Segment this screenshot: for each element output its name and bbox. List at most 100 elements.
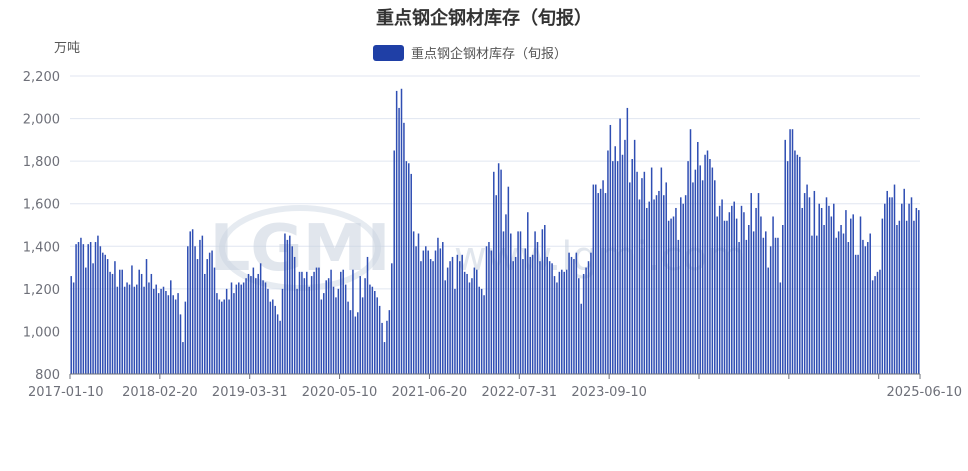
bar[interactable] bbox=[556, 282, 558, 374]
bar[interactable] bbox=[233, 293, 235, 374]
bar[interactable] bbox=[633, 139, 636, 374]
bar[interactable] bbox=[820, 207, 823, 374]
bar[interactable] bbox=[684, 195, 687, 374]
bar[interactable] bbox=[565, 269, 568, 374]
bar[interactable] bbox=[196, 259, 199, 374]
bar[interactable] bbox=[106, 259, 109, 374]
bar[interactable] bbox=[701, 180, 704, 374]
bar[interactable] bbox=[522, 259, 524, 374]
bar[interactable] bbox=[830, 216, 833, 374]
bar[interactable] bbox=[473, 267, 476, 374]
bar[interactable] bbox=[247, 273, 250, 374]
bar[interactable] bbox=[578, 278, 580, 374]
bar[interactable] bbox=[629, 182, 631, 374]
bar[interactable] bbox=[748, 225, 750, 374]
bar[interactable] bbox=[303, 278, 306, 374]
bar[interactable] bbox=[752, 231, 755, 374]
bar[interactable] bbox=[466, 273, 468, 374]
bar[interactable] bbox=[136, 284, 138, 374]
bar[interactable] bbox=[711, 167, 714, 374]
bar[interactable] bbox=[364, 278, 366, 374]
bar[interactable] bbox=[626, 107, 629, 375]
bar[interactable] bbox=[636, 171, 638, 374]
bar[interactable] bbox=[425, 246, 427, 374]
bar[interactable] bbox=[485, 246, 488, 374]
bar[interactable] bbox=[293, 256, 296, 374]
bar[interactable] bbox=[245, 278, 247, 374]
bar[interactable] bbox=[638, 199, 641, 374]
bar[interactable] bbox=[451, 256, 454, 374]
bar[interactable] bbox=[347, 301, 349, 374]
bar[interactable] bbox=[616, 161, 619, 374]
bar[interactable] bbox=[70, 276, 72, 374]
bar[interactable] bbox=[495, 195, 497, 374]
bar[interactable] bbox=[242, 282, 245, 374]
bar[interactable] bbox=[211, 250, 213, 374]
bar[interactable] bbox=[240, 284, 242, 374]
bar[interactable] bbox=[131, 265, 133, 374]
bar[interactable] bbox=[483, 295, 485, 374]
bar[interactable] bbox=[191, 229, 194, 374]
bar[interactable] bbox=[281, 288, 284, 374]
bar[interactable] bbox=[544, 225, 546, 374]
bar[interactable] bbox=[585, 267, 587, 374]
bar[interactable] bbox=[238, 282, 240, 374]
bar[interactable] bbox=[315, 267, 318, 374]
bar[interactable] bbox=[682, 203, 684, 374]
bar[interactable] bbox=[405, 161, 408, 374]
bar[interactable] bbox=[910, 197, 913, 374]
bar[interactable] bbox=[772, 216, 774, 374]
bar[interactable] bbox=[114, 261, 116, 374]
bar[interactable] bbox=[563, 271, 565, 374]
bar[interactable] bbox=[510, 233, 512, 374]
bar[interactable] bbox=[762, 237, 765, 374]
bar[interactable] bbox=[259, 263, 262, 374]
bar[interactable] bbox=[755, 207, 757, 374]
bar[interactable] bbox=[757, 193, 760, 374]
bar[interactable] bbox=[153, 288, 155, 374]
bar[interactable] bbox=[723, 220, 726, 374]
bar[interactable] bbox=[512, 261, 514, 374]
bar[interactable] bbox=[478, 286, 480, 374]
bar[interactable] bbox=[859, 216, 862, 374]
bar[interactable] bbox=[590, 252, 592, 374]
bar[interactable] bbox=[765, 231, 767, 374]
bar[interactable] bbox=[393, 150, 395, 375]
bar[interactable] bbox=[813, 190, 816, 374]
bar[interactable] bbox=[121, 269, 123, 374]
bar[interactable] bbox=[369, 284, 371, 374]
bar[interactable] bbox=[395, 90, 398, 375]
bar[interactable] bbox=[850, 218, 852, 374]
bar[interactable] bbox=[417, 233, 420, 374]
bar[interactable] bbox=[840, 225, 842, 374]
bar[interactable] bbox=[663, 195, 665, 374]
bar[interactable] bbox=[126, 282, 128, 374]
bar[interactable] bbox=[653, 199, 655, 374]
bar[interactable] bbox=[318, 267, 320, 374]
bar[interactable] bbox=[225, 288, 228, 374]
bar[interactable] bbox=[252, 267, 255, 374]
bar[interactable] bbox=[716, 216, 718, 374]
bar[interactable] bbox=[437, 237, 439, 374]
bar[interactable] bbox=[825, 197, 828, 374]
bar[interactable] bbox=[539, 261, 541, 374]
bar[interactable] bbox=[194, 246, 196, 374]
bar[interactable] bbox=[621, 154, 624, 374]
bar[interactable] bbox=[728, 212, 731, 374]
bar[interactable] bbox=[337, 288, 340, 374]
bar[interactable] bbox=[352, 269, 354, 374]
bar[interactable] bbox=[699, 165, 701, 374]
bar[interactable] bbox=[223, 299, 225, 375]
bar[interactable] bbox=[731, 205, 733, 374]
bar[interactable] bbox=[313, 271, 315, 374]
bar[interactable] bbox=[847, 242, 850, 374]
bar[interactable] bbox=[332, 286, 335, 374]
bar[interactable] bbox=[709, 159, 711, 374]
bar[interactable] bbox=[806, 184, 808, 374]
bar[interactable] bbox=[901, 203, 903, 374]
bar[interactable] bbox=[740, 205, 743, 374]
bar[interactable] bbox=[534, 231, 536, 374]
bar[interactable] bbox=[918, 210, 920, 374]
bar[interactable] bbox=[422, 250, 425, 374]
bar[interactable] bbox=[760, 216, 762, 374]
